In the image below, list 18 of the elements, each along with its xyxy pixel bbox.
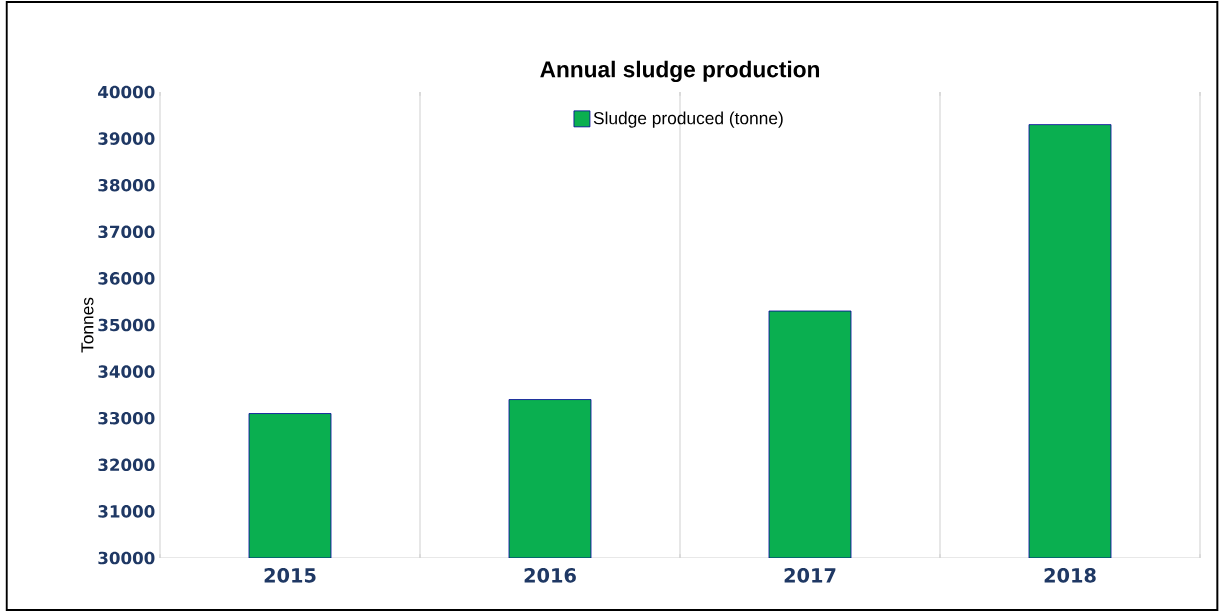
y-tick-label: 38000 (98, 178, 155, 192)
y-tick-label: 36000 (98, 272, 155, 285)
x-tick-label: 2017 (784, 568, 836, 583)
y-tick-label: 32000 (98, 458, 155, 472)
y-tick-label: 37000 (98, 225, 155, 239)
x-tick-label: 2018 (1044, 568, 1096, 583)
y-axis-title: Tonnes (81, 297, 94, 353)
x-tick-label: 2016 (524, 568, 576, 583)
legend-label: Sludge produced (tonne) (593, 111, 783, 128)
y-tick-label: 30000 (98, 551, 155, 565)
y-tick-label: 33000 (98, 411, 155, 425)
y-tick-label: 39000 (98, 132, 155, 145)
y-tick-label: 34000 (98, 365, 155, 378)
y-tick-label: 40000 (98, 85, 155, 99)
y-tick-label: 31000 (98, 505, 155, 518)
x-tick-label: 2015 (264, 568, 316, 583)
chart-title: Annual sludge production (540, 60, 820, 82)
y-tick-label: 35000 (98, 318, 155, 332)
